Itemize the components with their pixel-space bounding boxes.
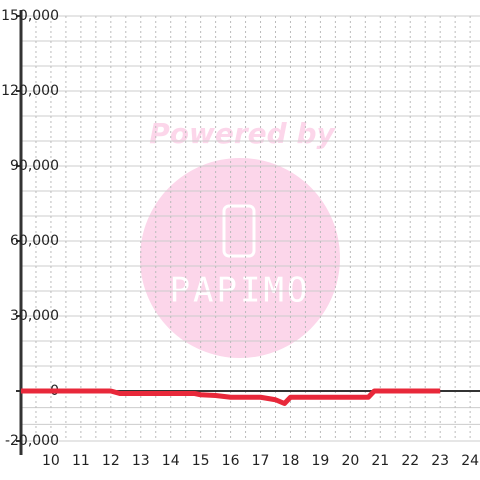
x-tick-label: 12: [102, 453, 120, 469]
y-tick-label: -20,000: [5, 433, 59, 449]
x-tick-label: 14: [162, 453, 180, 469]
x-tick-label: 15: [192, 453, 210, 469]
watermark-text: Powered by: [149, 117, 336, 150]
y-tick-label: 30,000: [10, 308, 59, 324]
x-tick-label: 17: [252, 453, 270, 469]
x-tick-label: 18: [282, 453, 300, 469]
watermark-icon: [222, 204, 256, 258]
x-tick-label: 24: [461, 453, 479, 469]
watermark-circle: [140, 158, 340, 358]
x-tick-label: 10: [42, 453, 60, 469]
x-tick-label: 13: [132, 453, 150, 469]
line-series: [21, 388, 441, 406]
x-tick-label: 23: [431, 453, 449, 469]
x-tick-label: 11: [72, 453, 90, 469]
y-tick-label: 150,000: [1, 8, 59, 24]
x-tick-label: 16: [222, 453, 240, 469]
y-tick-label: 90,000: [10, 158, 59, 174]
x-tick-label: 21: [371, 453, 389, 469]
x-tick-label: 19: [311, 453, 329, 469]
y-tick-label: 60,000: [10, 233, 59, 249]
x-tick-label: 22: [401, 453, 419, 469]
watermark: Powered by PAPIMO: [140, 117, 340, 358]
y-tick-label: 120,000: [1, 83, 59, 99]
x-tick-label: 20: [341, 453, 359, 469]
